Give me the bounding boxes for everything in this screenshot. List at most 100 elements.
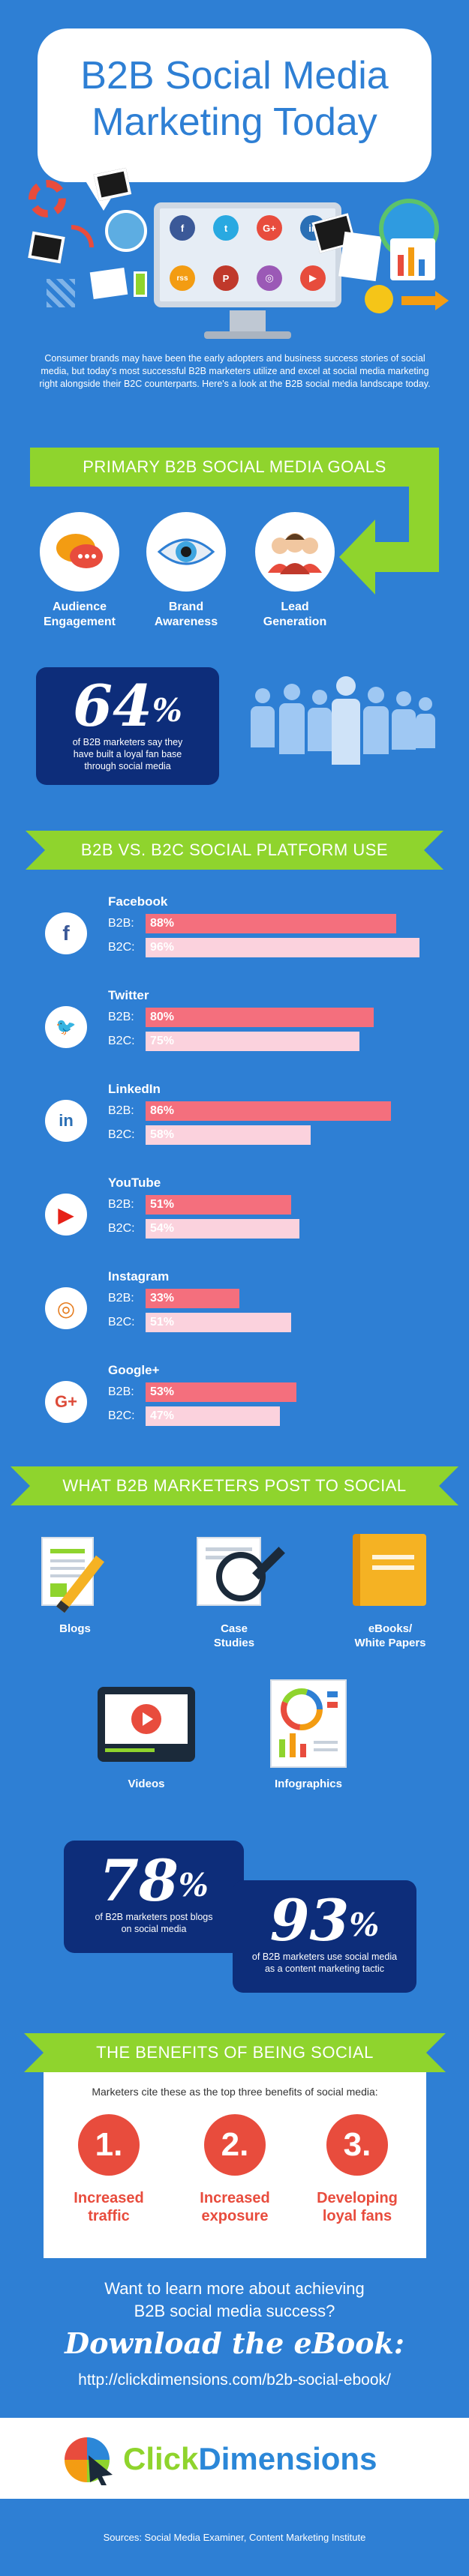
stat-64-text: of B2B marketers say they have built a l… bbox=[72, 737, 183, 771]
person-icon bbox=[284, 684, 300, 700]
platforms-banner-text: B2B VS. B2C SOCIAL PLATFORM USE bbox=[80, 840, 389, 859]
goal-lead-generation bbox=[255, 512, 335, 592]
paper-icon bbox=[89, 267, 128, 300]
goals-banner-text: PRIMARY B2B SOCIAL MEDIA GOALS bbox=[83, 457, 386, 476]
linkedin-icon: in bbox=[45, 1100, 87, 1142]
avatar-icon bbox=[105, 210, 147, 252]
b2c-label: B2C: bbox=[108, 1128, 135, 1141]
b2c-label: B2C: bbox=[108, 1222, 135, 1235]
eye-icon bbox=[158, 538, 215, 565]
b2c-bar: 54% bbox=[146, 1219, 299, 1239]
video-player-icon bbox=[98, 1687, 195, 1762]
facebook-icon: f bbox=[45, 912, 87, 954]
content-label-videos: Videos bbox=[128, 1778, 165, 1790]
chat-bubbles-icon bbox=[56, 534, 103, 568]
intro-text: Consumer brands may have been the early … bbox=[39, 353, 431, 389]
b2c-bar: 96% bbox=[146, 938, 419, 957]
platform-name: Google+ bbox=[108, 1363, 160, 1377]
stat-93-text: of B2B marketers use social media as a c… bbox=[251, 1951, 398, 1974]
stat-78-box: 78% of B2B marketers post blogs on socia… bbox=[64, 1841, 244, 1953]
b2c-label: B2C: bbox=[108, 1409, 135, 1422]
title-line-2: Marketing Today bbox=[92, 100, 377, 144]
lightbulb-icon bbox=[365, 285, 393, 313]
bar-chart-bar bbox=[408, 247, 414, 276]
b2b-bar: 80% bbox=[146, 1008, 374, 1027]
person-icon bbox=[419, 697, 432, 711]
person-icon bbox=[255, 688, 270, 703]
youtube-icon: ▶ bbox=[300, 265, 326, 291]
clickdimensions-logo[interactable]: ClickDimensions bbox=[60, 2433, 420, 2485]
benefit-label-1: Increased traffic bbox=[74, 2190, 144, 2224]
b2c-bar: 58% bbox=[146, 1125, 311, 1145]
benefit-number-3: 3. bbox=[326, 2114, 388, 2176]
twitter-icon: 🐦 bbox=[45, 1006, 87, 1048]
benefits-intro: Marketers cite these as the top three be… bbox=[92, 2086, 378, 2098]
b2c-label: B2C: bbox=[108, 1316, 135, 1328]
battery-icon bbox=[134, 271, 147, 297]
photo-frame-icon bbox=[28, 231, 65, 264]
monitor-stand bbox=[230, 310, 266, 333]
title-line-1: B2B Social Media bbox=[80, 54, 389, 97]
arrow-icon bbox=[401, 296, 439, 305]
content-label-case-studies: Case Studies bbox=[213, 1622, 255, 1649]
goals-arrow bbox=[373, 542, 439, 572]
b2b-bar: 53% bbox=[146, 1382, 296, 1402]
platform-name: LinkedIn bbox=[108, 1082, 161, 1096]
benefits-banner-text: THE BENEFITS OF BEING SOCIAL bbox=[96, 2043, 374, 2062]
platform-name: Instagram bbox=[108, 1269, 170, 1284]
b2c-bar: 51% bbox=[146, 1313, 291, 1332]
sources-text: Sources: Social Media Examiner, Content … bbox=[103, 2532, 366, 2543]
people-group-icon bbox=[268, 533, 322, 574]
book-icon bbox=[353, 1534, 426, 1606]
benefit-number-1: 1. bbox=[78, 2114, 140, 2176]
goal-brand-awareness bbox=[146, 512, 226, 592]
twitter-icon: t bbox=[213, 215, 239, 241]
content-label-ebooks: eBooks/ White Papers bbox=[354, 1622, 426, 1649]
google-plus-icon: G+ bbox=[257, 215, 282, 241]
b2b-label: B2B: bbox=[108, 917, 134, 930]
stat-93-value: 93% bbox=[269, 1887, 380, 1954]
facebook-icon: f bbox=[170, 215, 195, 241]
bar-chart-bar bbox=[419, 259, 425, 276]
youtube-icon: ▶ bbox=[45, 1194, 87, 1236]
b2c-bar: 47% bbox=[146, 1406, 280, 1426]
page-title: B2B Social Media Marketing Today bbox=[38, 52, 431, 145]
b2b-label: B2B: bbox=[108, 1104, 134, 1117]
gear-icon bbox=[29, 180, 66, 217]
content-banner: WHAT B2B MARKETERS POST TO SOCIAL bbox=[11, 1466, 458, 1505]
goal-label-audience: Audience Engagement bbox=[43, 601, 116, 628]
wifi-icon bbox=[71, 225, 94, 247]
rss-icon: rss bbox=[170, 265, 195, 291]
goal-label-brand: Brand Awareness bbox=[154, 601, 218, 628]
benefit-number-2: 2. bbox=[204, 2114, 266, 2176]
stat-78-value: 78% bbox=[99, 1847, 209, 1914]
goals-arrow-head bbox=[339, 520, 375, 595]
google-plus-icon: G+ bbox=[45, 1381, 87, 1423]
infographic-icon bbox=[270, 1679, 347, 1768]
person-icon bbox=[368, 687, 384, 703]
platform-name: Facebook bbox=[108, 894, 168, 909]
person-icon bbox=[251, 706, 275, 747]
person-icon bbox=[416, 714, 435, 748]
b2b-label: B2B: bbox=[108, 1385, 134, 1398]
cta-ebook-link[interactable]: http://clickdimensions.com/b2b-social-eb… bbox=[78, 2371, 391, 2389]
arrow-head-icon bbox=[435, 291, 449, 310]
b2c-label: B2C: bbox=[108, 941, 135, 954]
benefit-label-3: Developing loyal fans bbox=[317, 2190, 398, 2224]
person-icon bbox=[336, 676, 356, 696]
instagram-icon: ◎ bbox=[257, 265, 282, 291]
b2b-label: B2B: bbox=[108, 1292, 134, 1304]
content-banner-text: WHAT B2B MARKETERS POST TO SOCIAL bbox=[62, 1476, 407, 1495]
photo-frame-icon bbox=[93, 167, 132, 202]
person-icon bbox=[392, 709, 416, 750]
logo-wordmark: ClickDimensions bbox=[123, 2441, 377, 2476]
person-icon bbox=[279, 703, 305, 754]
stat-93-box: 93% of B2B marketers use social media as… bbox=[233, 1880, 416, 1993]
platform-name: YouTube bbox=[108, 1176, 161, 1190]
b2b-bar: 88% bbox=[146, 914, 396, 933]
monitor-social-icons: f t G+ in rss P ◎ ▶ bbox=[170, 215, 326, 298]
cta-download-heading[interactable]: Download the eBook: bbox=[65, 2326, 404, 2360]
crowd-illustration bbox=[248, 675, 435, 787]
pinterest-icon: P bbox=[213, 265, 239, 291]
checker-icon bbox=[47, 279, 75, 307]
